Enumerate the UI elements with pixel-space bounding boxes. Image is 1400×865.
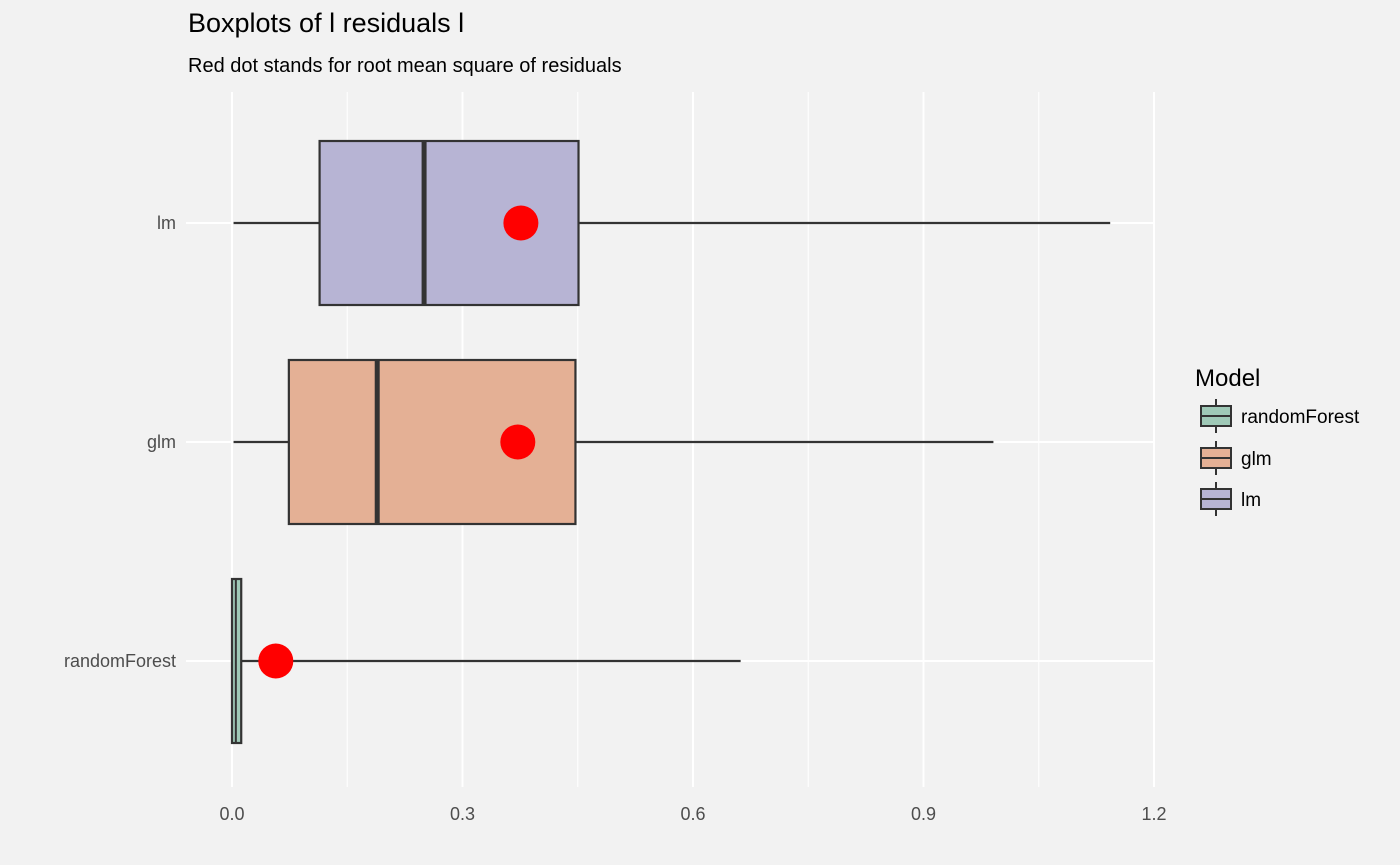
rms-point xyxy=(258,643,294,679)
legend-label: randomForest xyxy=(1241,407,1360,428)
x-tick-label: 0.6 xyxy=(680,804,705,824)
y-tick-label: lm xyxy=(157,213,176,233)
x-tick-label: 0.9 xyxy=(911,804,936,824)
x-tick-label: 0.3 xyxy=(450,804,475,824)
rms-point xyxy=(503,205,539,241)
chart-title: Boxplots of l residuals l xyxy=(188,8,465,38)
legend-label: lm xyxy=(1241,490,1261,511)
rms-point xyxy=(500,424,536,460)
x-tick-label: 1.2 xyxy=(1141,804,1166,824)
y-tick-label: randomForest xyxy=(64,651,176,671)
x-tick-label: 0.0 xyxy=(219,804,244,824)
legend-title: Model xyxy=(1195,365,1260,392)
y-tick-label: glm xyxy=(147,432,176,452)
box xyxy=(318,139,580,307)
legend-label: glm xyxy=(1241,449,1272,470)
chart-subtitle: Red dot stands for root mean square of r… xyxy=(188,55,622,77)
